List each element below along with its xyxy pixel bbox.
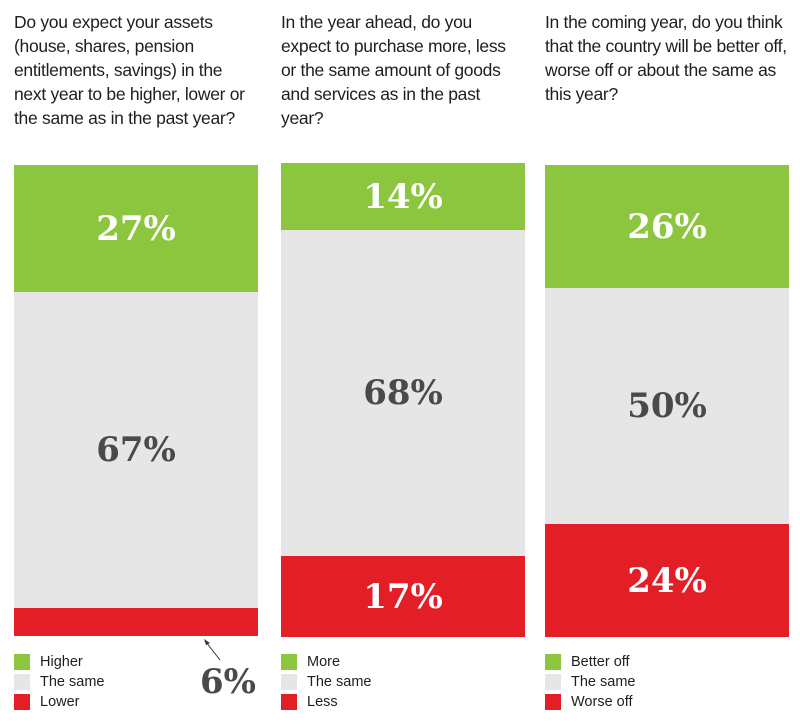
legend-label: Less — [307, 694, 338, 710]
bar-segment-the-same: 50% — [545, 288, 789, 524]
legend-item-more: More — [281, 652, 481, 672]
legend-label: The same — [571, 674, 636, 690]
chart-panel-country: In the coming year, do you think that th… — [545, 0, 789, 726]
legend-item-better-off: Better off — [545, 652, 745, 672]
data-label-less: 17% — [363, 576, 443, 617]
stacked-bar: 26% 50% 24% — [545, 165, 789, 637]
data-label-worse-off: 24% — [627, 560, 707, 601]
bar-segment-more: 14% — [281, 163, 525, 230]
stacked-bar: 27% 67% — [14, 165, 258, 637]
legend-label: More — [307, 654, 341, 670]
legend-item-the-same: The same — [281, 672, 481, 692]
legend-label: The same — [40, 674, 105, 690]
legend-swatch-green — [14, 654, 30, 670]
legend-item-lower: Lower — [14, 692, 214, 712]
chart-panel-assets: Do you expect your assets (house, shares… — [14, 0, 258, 726]
legend-item-worse-off: Worse off — [545, 692, 745, 712]
data-label-better-off: 26% — [627, 206, 707, 247]
data-label-the-same: 67% — [96, 430, 176, 470]
bar-segment-lower — [14, 608, 258, 636]
question-title: Do you expect your assets (house, shares… — [14, 12, 245, 128]
legend-item-less: Less — [281, 692, 481, 712]
legend-label: Higher — [40, 654, 83, 670]
legend: Higher The same Lower — [14, 652, 214, 712]
question-title: In the year ahead, do you expect to purc… — [281, 12, 506, 128]
bar-segment-the-same: 68% — [281, 230, 525, 556]
legend-label: Better off — [571, 654, 630, 670]
legend-swatch-gray — [545, 674, 561, 690]
legend-label: Lower — [40, 694, 80, 710]
data-label-the-same: 50% — [627, 386, 707, 426]
bar-segment-worse-off: 24% — [545, 524, 789, 637]
legend-item-higher: Higher — [14, 652, 214, 672]
bar-segment-higher: 27% — [14, 165, 258, 292]
bar-segment-less: 17% — [281, 556, 525, 637]
data-label-the-same: 68% — [363, 373, 443, 413]
legend-swatch-gray — [14, 674, 30, 690]
data-label-higher: 27% — [96, 208, 176, 249]
legend-swatch-green — [545, 654, 561, 670]
chart-panel-purchases: In the year ahead, do you expect to purc… — [281, 0, 525, 726]
legend-label: Worse off — [571, 694, 633, 710]
data-label-lower: 6% — [200, 662, 256, 702]
legend-swatch-green — [281, 654, 297, 670]
legend: Better off The same Worse off — [545, 652, 745, 712]
callout-arrow — [204, 639, 221, 661]
question-title: In the coming year, do you think that th… — [545, 12, 787, 104]
bar-segment-better-off: 26% — [545, 165, 789, 288]
legend-swatch-red — [14, 694, 30, 710]
bar-segment-the-same: 67% — [14, 292, 258, 608]
stacked-bar: 14% 68% 17% — [281, 163, 525, 637]
legend-swatch-gray — [281, 674, 297, 690]
legend-item-the-same: The same — [545, 672, 745, 692]
legend-swatch-red — [281, 694, 297, 710]
legend-swatch-red — [545, 694, 561, 710]
legend-item-the-same: The same — [14, 672, 214, 692]
legend-label: The same — [307, 674, 372, 690]
data-label-more: 14% — [363, 176, 443, 217]
legend: More The same Less — [281, 652, 481, 712]
